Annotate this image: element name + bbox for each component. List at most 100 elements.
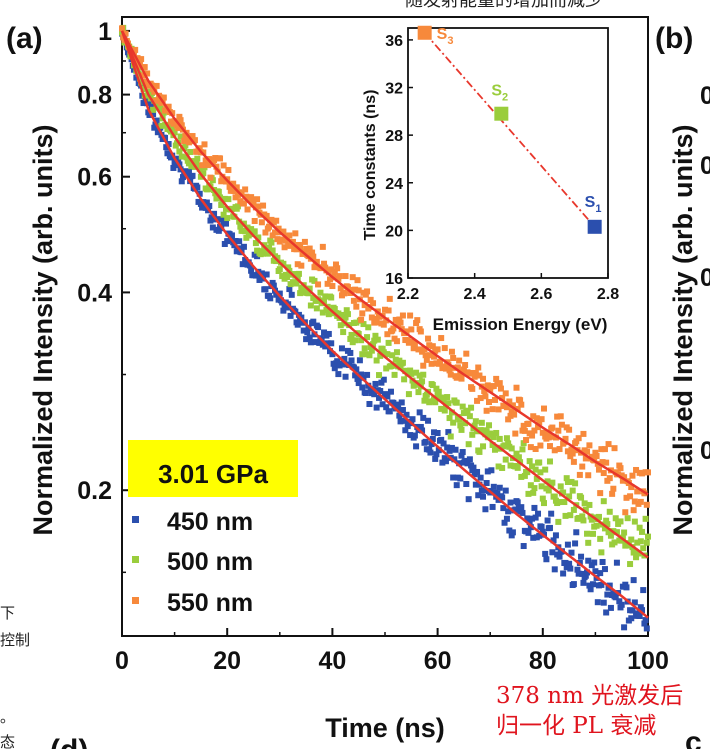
data-point	[570, 458, 577, 465]
data-point	[431, 429, 438, 436]
data-point	[224, 238, 231, 245]
data-point	[312, 262, 319, 269]
data-point	[407, 432, 414, 439]
data-point	[224, 215, 231, 222]
data-point	[354, 375, 361, 382]
data-point	[438, 335, 445, 342]
data-point	[556, 499, 563, 506]
data-point	[342, 373, 349, 380]
data-point	[169, 110, 176, 117]
right-tick-fragment: 0	[700, 437, 710, 465]
data-point	[598, 549, 605, 556]
data-point	[619, 477, 626, 484]
data-point	[519, 446, 526, 453]
data-point	[475, 492, 482, 499]
data-point	[486, 399, 493, 406]
data-point	[529, 515, 536, 522]
data-point	[582, 455, 589, 462]
data-point	[518, 504, 525, 511]
data-point	[569, 450, 576, 457]
data-point	[545, 434, 552, 441]
data-point	[258, 219, 265, 226]
data-point	[201, 141, 208, 148]
data-point	[622, 509, 629, 516]
data-point	[334, 265, 341, 272]
data-point	[533, 415, 540, 422]
data-point	[420, 414, 427, 421]
data-point	[425, 417, 432, 424]
data-point	[636, 612, 643, 619]
data-point	[298, 262, 305, 269]
data-point	[397, 364, 404, 371]
data-point	[613, 529, 620, 536]
data-point	[611, 539, 618, 546]
data-point	[544, 429, 551, 436]
data-point	[503, 515, 510, 522]
data-point	[352, 286, 359, 293]
caption-partial-char: c	[685, 726, 702, 749]
data-point	[438, 436, 445, 443]
data-point	[483, 480, 490, 487]
data-point	[474, 397, 481, 404]
data-point	[399, 312, 406, 319]
data-point	[344, 284, 351, 291]
data-point	[568, 549, 575, 556]
data-point	[454, 364, 461, 371]
data-point	[617, 518, 624, 525]
data-point	[618, 601, 625, 608]
data-point	[280, 228, 287, 235]
data-point	[358, 316, 365, 323]
data-point	[368, 314, 375, 321]
data-point	[289, 279, 296, 286]
data-point	[521, 427, 528, 434]
data-point	[171, 129, 178, 136]
data-point	[535, 510, 542, 517]
data-point	[523, 437, 530, 444]
data-point	[490, 383, 497, 390]
data-point	[540, 500, 547, 507]
data-point	[567, 512, 574, 519]
inset-y-tick-label: 24	[385, 176, 403, 193]
data-point	[408, 326, 415, 333]
data-point	[275, 225, 282, 232]
data-point	[429, 382, 436, 389]
data-point	[364, 334, 371, 341]
data-point	[513, 384, 520, 391]
data-point	[218, 178, 225, 185]
data-point	[540, 405, 547, 412]
data-point	[202, 157, 209, 164]
right-tick-fragment: 0	[700, 82, 710, 110]
data-point	[321, 329, 328, 336]
data-point	[631, 599, 638, 606]
data-point	[295, 270, 302, 277]
data-point	[391, 371, 398, 378]
data-point	[550, 537, 557, 544]
data-point	[456, 416, 463, 423]
data-point	[343, 307, 350, 314]
data-point	[630, 549, 637, 556]
data-point	[524, 469, 531, 476]
data-point	[578, 494, 585, 501]
data-point	[362, 390, 369, 397]
data-point	[194, 155, 201, 162]
data-point	[555, 427, 562, 434]
data-point	[250, 201, 257, 208]
data-point	[465, 441, 472, 448]
data-point	[495, 463, 502, 470]
data-point	[262, 229, 269, 236]
data-point	[385, 339, 392, 346]
inset-point-label-S2: S2	[491, 83, 508, 104]
fit-curve-500-nm	[120, 30, 649, 559]
data-point	[321, 298, 328, 305]
data-point	[578, 553, 585, 560]
data-point	[226, 183, 233, 190]
data-point	[640, 587, 647, 594]
data-point	[414, 317, 421, 324]
data-point	[574, 566, 581, 573]
data-point	[141, 64, 148, 71]
data-point	[323, 307, 330, 314]
data-point	[393, 401, 400, 408]
data-point	[417, 328, 424, 335]
data-point	[266, 244, 273, 251]
